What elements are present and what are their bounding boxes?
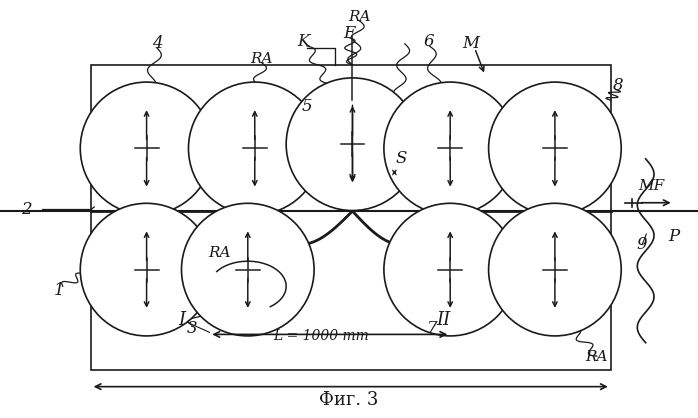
- Text: L = 1000 mm: L = 1000 mm: [273, 329, 369, 344]
- Text: 9: 9: [637, 236, 648, 253]
- Text: S: S: [396, 150, 407, 167]
- Ellipse shape: [181, 203, 314, 336]
- Text: RA: RA: [586, 350, 608, 364]
- Text: RA: RA: [209, 246, 231, 260]
- Ellipse shape: [80, 203, 213, 336]
- Text: 8: 8: [612, 77, 623, 94]
- Ellipse shape: [384, 203, 517, 336]
- Ellipse shape: [489, 82, 621, 215]
- Ellipse shape: [80, 82, 213, 215]
- Bar: [91, 65, 611, 370]
- Text: MF: MF: [638, 179, 664, 193]
- Text: RA: RA: [348, 10, 371, 24]
- Ellipse shape: [489, 203, 621, 336]
- Text: P: P: [668, 228, 679, 245]
- Text: 2: 2: [21, 201, 32, 217]
- Text: RA: RA: [251, 51, 273, 66]
- Text: 1: 1: [54, 282, 65, 299]
- Text: K: K: [297, 33, 310, 50]
- Text: 5: 5: [302, 98, 313, 115]
- Text: Фиг. 3: Фиг. 3: [319, 391, 379, 410]
- Text: F: F: [343, 25, 355, 42]
- Text: 6: 6: [424, 33, 435, 50]
- Ellipse shape: [188, 82, 321, 215]
- Text: M: M: [463, 36, 480, 52]
- Ellipse shape: [384, 82, 517, 215]
- Text: 4: 4: [151, 36, 163, 52]
- Ellipse shape: [286, 78, 419, 211]
- Text: II: II: [436, 311, 450, 329]
- Text: I: I: [178, 311, 185, 329]
- Text: 3: 3: [186, 320, 198, 336]
- Text: 7: 7: [427, 320, 438, 336]
